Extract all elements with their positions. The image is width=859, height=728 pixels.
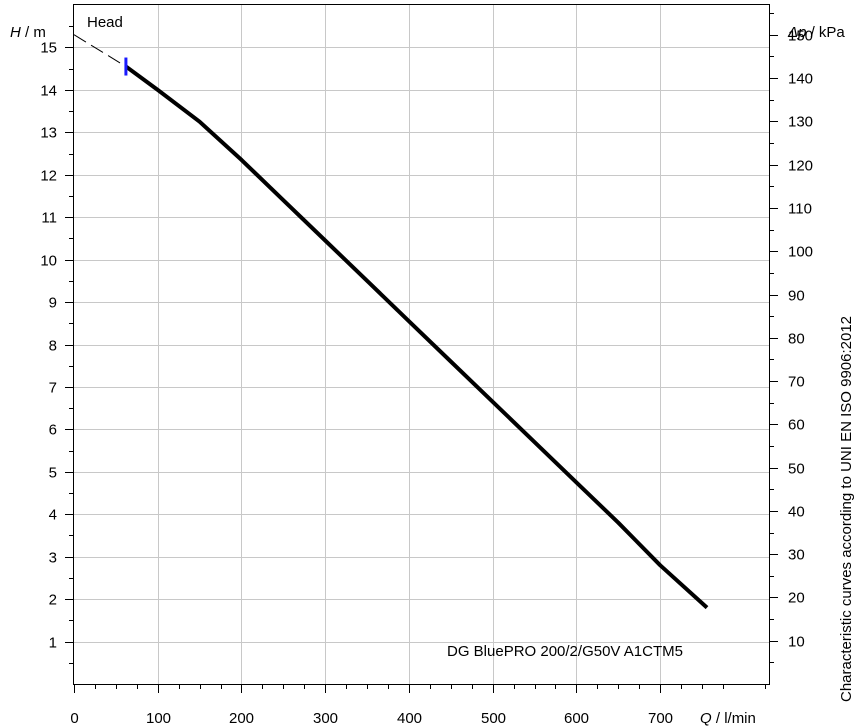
y-left-symbol: H: [10, 24, 21, 41]
y-right-tick-label: 140: [788, 71, 813, 88]
y-right-label: Δp / kPa: [787, 24, 845, 41]
chart-title: Head: [87, 14, 123, 31]
y-right-tick-label: 120: [788, 158, 813, 175]
y-left-tick-label: 10: [40, 253, 57, 270]
head-curve: [124, 64, 709, 610]
y-left-tick-label: 12: [40, 168, 57, 185]
y-right-tick-label: 50: [788, 461, 805, 478]
x-unit: l/min: [724, 710, 756, 727]
y-left-tick-label: 15: [40, 40, 57, 57]
y-left-tick-label: 4: [49, 507, 57, 524]
y-left-tick-label: 8: [49, 338, 57, 355]
grid: [74, 5, 769, 684]
x-tick-label: 600: [564, 710, 589, 727]
y-left-unit: m: [33, 24, 46, 41]
y-right-tick-label: 70: [788, 374, 805, 391]
x-tick-label: 300: [313, 710, 338, 727]
tick-labels: 0 100 200 300 400 500 600 700123456789101112131…: [40, 28, 813, 728]
x-tick-label: 0: [70, 710, 78, 727]
extrapolation-line: [73, 34, 127, 67]
y-left-tick-label: 5: [49, 465, 57, 482]
standard-note: Characteristic curves according to UNI E…: [838, 316, 855, 702]
axis-ticks: [65, 13, 778, 693]
y-right-tick-label: 110: [788, 201, 812, 218]
series-layer: [73, 34, 709, 610]
series-label: DG BluePRO 200/2/G50V A1CTM5: [447, 643, 683, 660]
y-right-tick-label: 10: [788, 634, 805, 651]
plot-frame: [73, 4, 770, 685]
y-left-tick-label: 7: [49, 380, 57, 397]
y-left-tick-label: 9: [49, 295, 57, 312]
x-tick-label: 100: [146, 710, 171, 727]
y-left-tick-label: 1: [49, 635, 57, 652]
y-right-tick-label: 100: [788, 244, 813, 261]
y-right-tick-label: 150: [788, 28, 813, 45]
y-right-tick-label: 130: [788, 114, 813, 131]
y-left-tick-label: 3: [49, 550, 57, 567]
y-left-tick-label: 13: [40, 125, 57, 142]
y-left-tick-label: 14: [40, 83, 57, 100]
y-right-tick-label: 20: [788, 590, 805, 607]
y-right-tick-label: 40: [788, 504, 805, 521]
x-label: Q / l/min: [700, 710, 756, 727]
y-right-tick-label: 90: [788, 288, 805, 305]
y-left-tick-label: 6: [49, 422, 57, 439]
x-tick-label: 400: [397, 710, 422, 727]
y-left-tick-label: 2: [49, 592, 57, 609]
y-left-label: H / m: [10, 24, 46, 41]
x-symbol: Q: [700, 710, 712, 727]
y-right-tick-label: 80: [788, 331, 805, 348]
y-right-tick-label: 60: [788, 417, 805, 434]
x-tick-label: 500: [481, 710, 506, 727]
y-right-symbol: Δp: [787, 24, 806, 41]
x-tick-label: 200: [229, 710, 254, 727]
x-tick-label: 700: [648, 710, 673, 727]
y-right-tick-label: 30: [788, 547, 805, 564]
y-left-tick-label: 11: [41, 210, 57, 227]
y-right-unit: kPa: [819, 24, 846, 41]
